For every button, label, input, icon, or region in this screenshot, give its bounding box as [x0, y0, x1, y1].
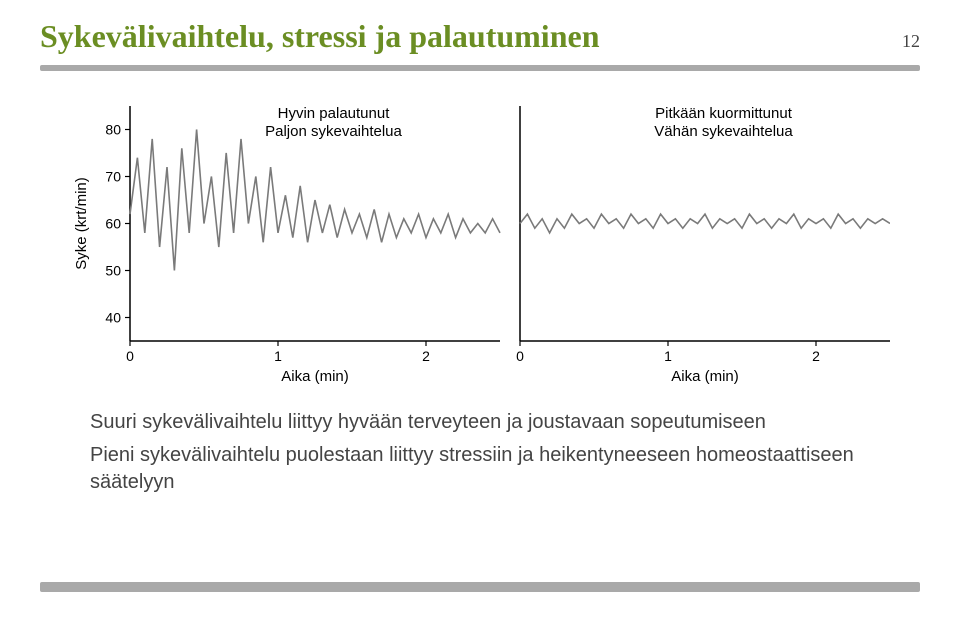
svg-text:1: 1	[274, 348, 282, 364]
svg-text:1: 1	[664, 348, 672, 364]
svg-text:Vähän sykevaihtelua: Vähän sykevaihtelua	[654, 123, 793, 140]
slide: Sykevälivaihtelu, stressi ja palautumine…	[0, 0, 960, 620]
svg-text:60: 60	[105, 216, 121, 232]
page-title: Sykevälivaihtelu, stressi ja palautumine…	[40, 18, 902, 55]
svg-text:Syke (krt/min): Syke (krt/min)	[73, 177, 90, 270]
svg-text:40: 40	[105, 310, 121, 326]
svg-text:2: 2	[812, 348, 820, 364]
page-number: 12	[902, 31, 920, 52]
svg-text:80: 80	[105, 122, 121, 138]
svg-text:70: 70	[105, 169, 121, 185]
svg-text:Aika (min): Aika (min)	[671, 368, 739, 385]
title-row: Sykevälivaihtelu, stressi ja palautumine…	[0, 0, 960, 61]
svg-text:Pitkään kuormittunut: Pitkään kuormittunut	[655, 105, 793, 122]
svg-text:Aika (min): Aika (min)	[281, 368, 349, 385]
body-text: Suuri sykevälivaihtelu liittyy hyvään te…	[0, 391, 960, 496]
body-line-1: Suuri sykevälivaihtelu liittyy hyvään te…	[90, 409, 890, 436]
hrv-chart: Syke (krt/min) 40 50 60 70 80 0 1 2 Aika (min) Hyv…	[70, 91, 890, 391]
title-underline	[40, 65, 920, 71]
svg-text:0: 0	[126, 348, 134, 364]
svg-text:Paljon sykevaihtelua: Paljon sykevaihtelua	[265, 123, 402, 140]
footer-bar	[40, 582, 920, 592]
svg-text:Hyvin palautunut: Hyvin palautunut	[278, 105, 391, 122]
svg-text:0: 0	[516, 348, 524, 364]
svg-text:2: 2	[422, 348, 430, 364]
svg-text:50: 50	[105, 263, 121, 279]
body-line-2: Pieni sykevälivaihtelu puolestaan liitty…	[90, 442, 890, 496]
chart-area: Syke (krt/min) 40 50 60 70 80 0 1 2 Aika (min) Hyv…	[0, 81, 960, 391]
